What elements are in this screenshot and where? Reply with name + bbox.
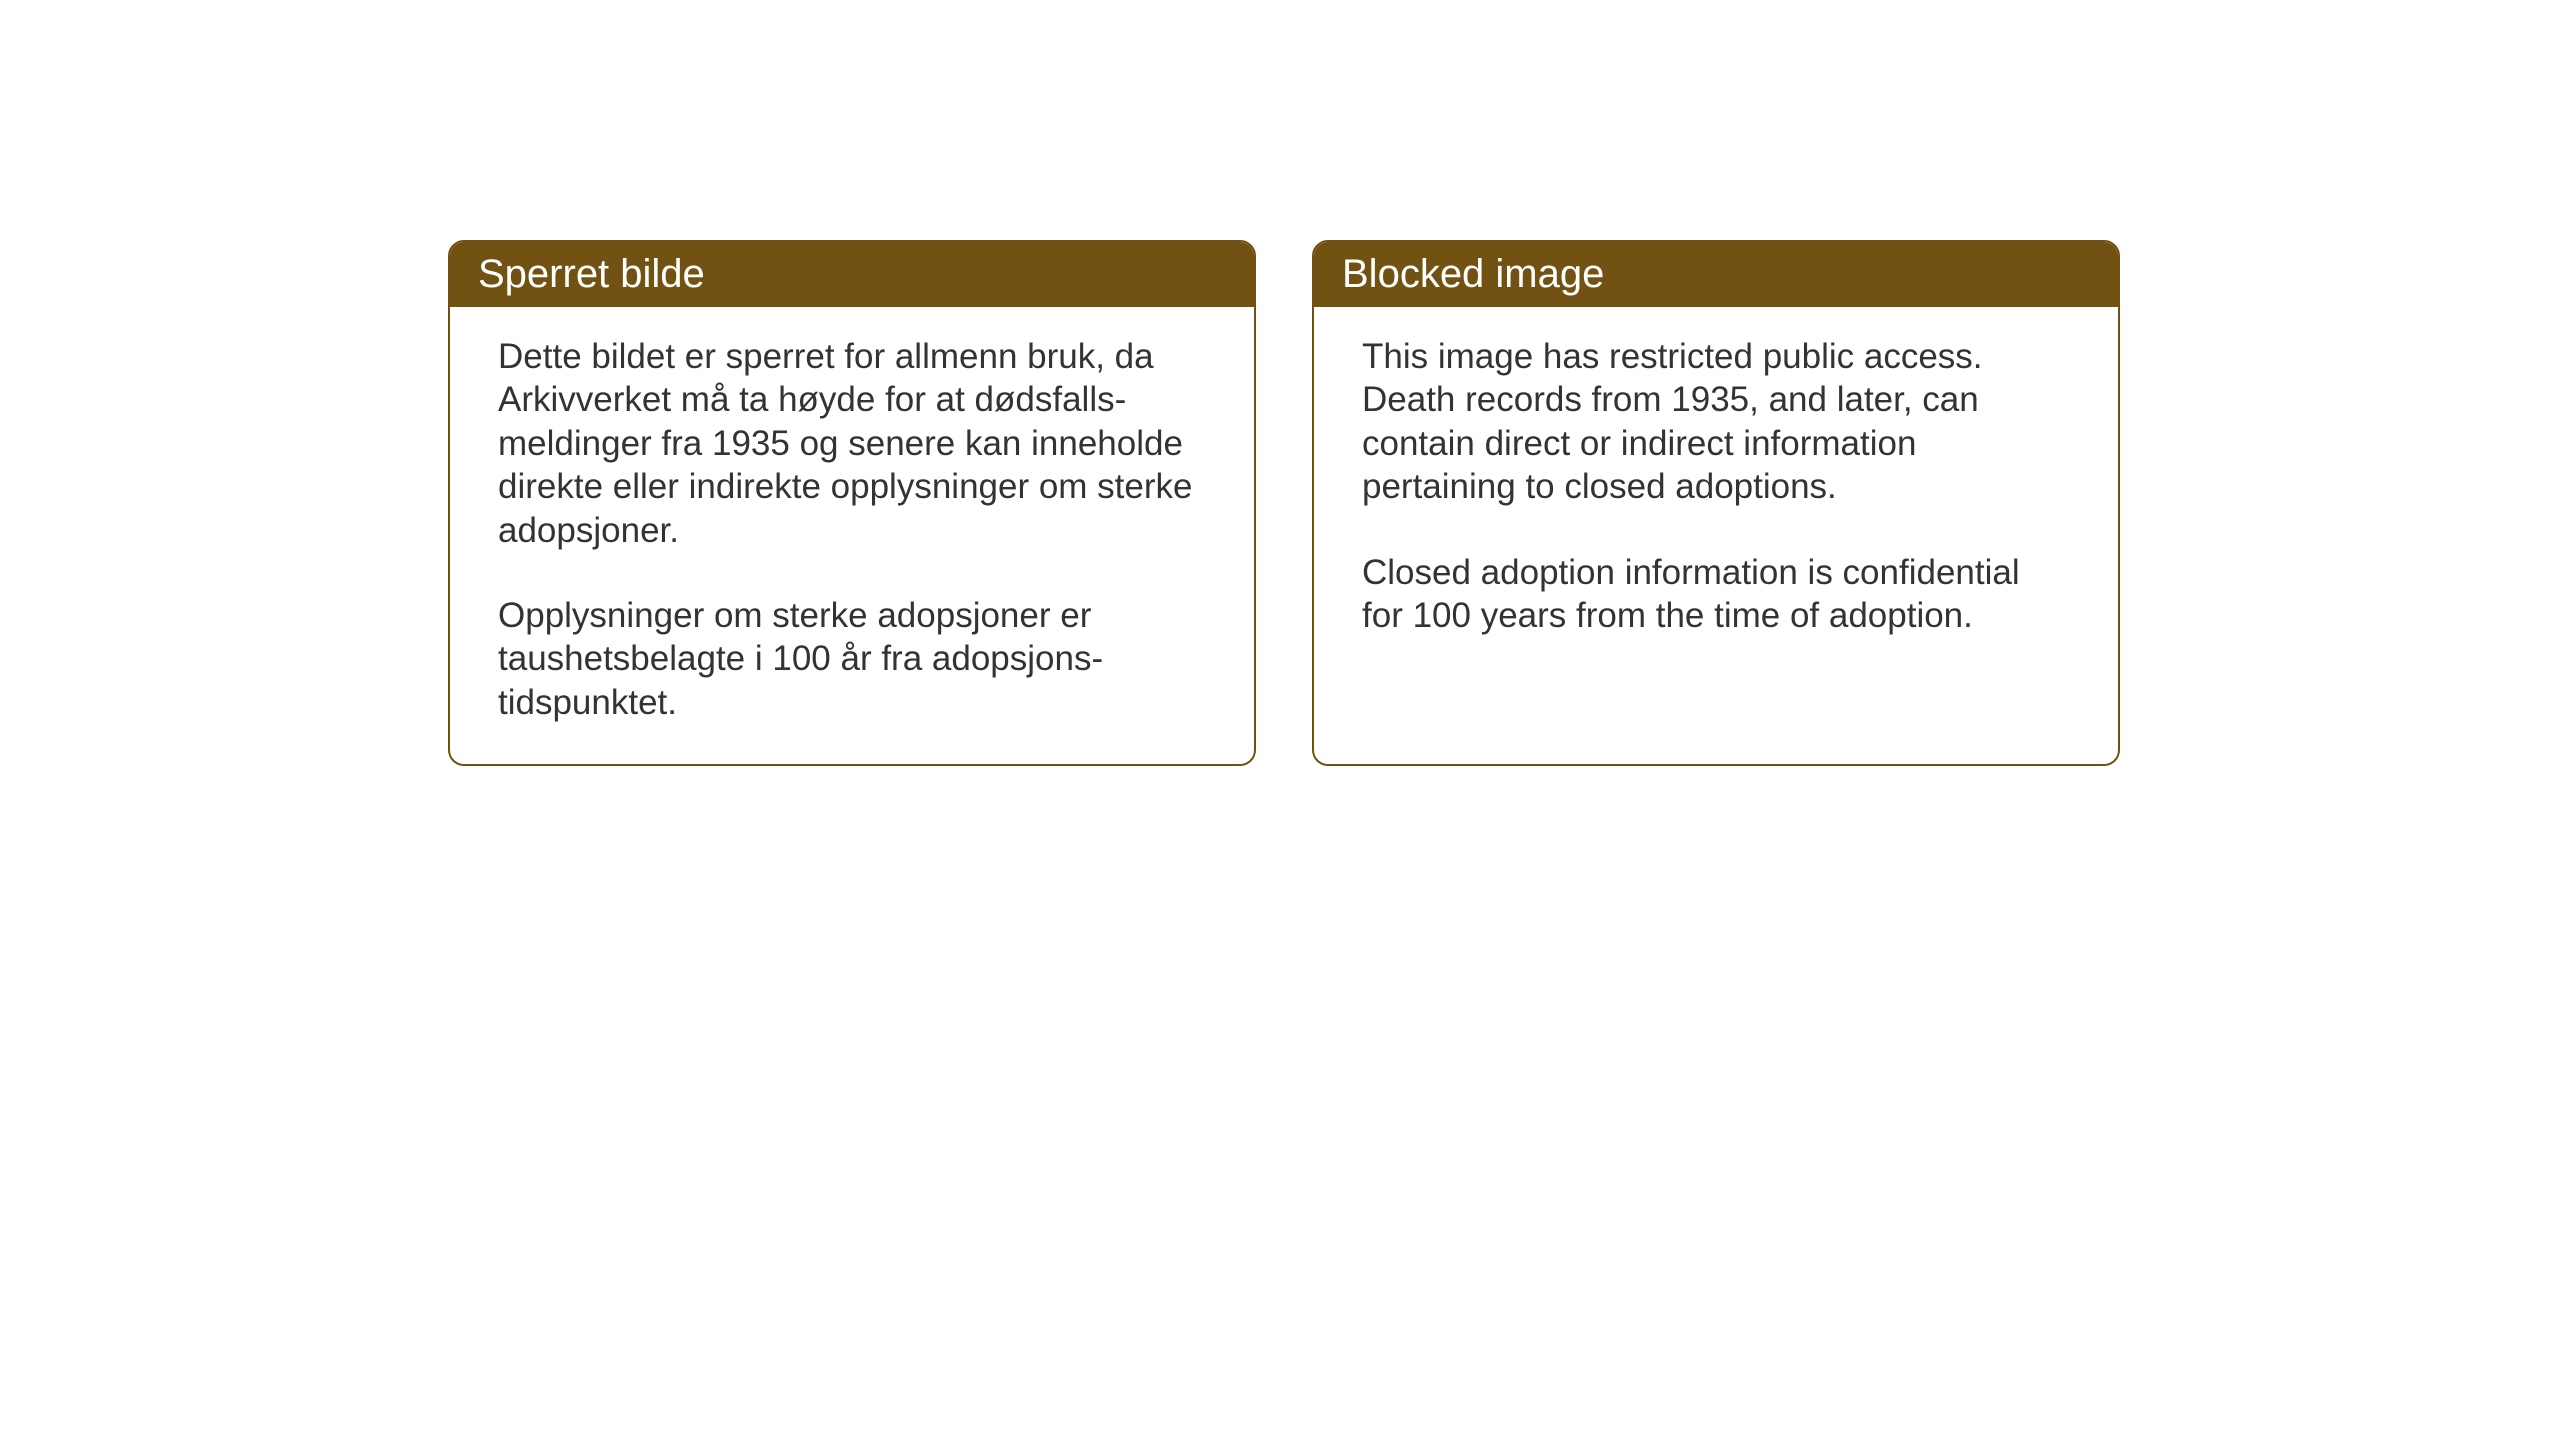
notice-body-english: This image has restricted public access.… xyxy=(1314,307,2118,677)
notice-header-norwegian: Sperret bilde xyxy=(450,242,1254,307)
notice-card-english: Blocked image This image has restricted … xyxy=(1312,240,2120,766)
notice-container: Sperret bilde Dette bildet er sperret fo… xyxy=(448,240,2120,766)
notice-title-norwegian: Sperret bilde xyxy=(478,252,705,296)
notice-paragraph-2-english: Closed adoption information is confident… xyxy=(1362,551,2070,638)
notice-paragraph-2-norwegian: Opplysninger om sterke adopsjoner er tau… xyxy=(498,594,1206,724)
notice-body-norwegian: Dette bildet er sperret for allmenn bruk… xyxy=(450,307,1254,764)
notice-paragraph-1-english: This image has restricted public access.… xyxy=(1362,335,2070,509)
notice-title-english: Blocked image xyxy=(1342,252,1604,296)
notice-paragraph-1-norwegian: Dette bildet er sperret for allmenn bruk… xyxy=(498,335,1206,552)
notice-header-english: Blocked image xyxy=(1314,242,2118,307)
notice-card-norwegian: Sperret bilde Dette bildet er sperret fo… xyxy=(448,240,1256,766)
